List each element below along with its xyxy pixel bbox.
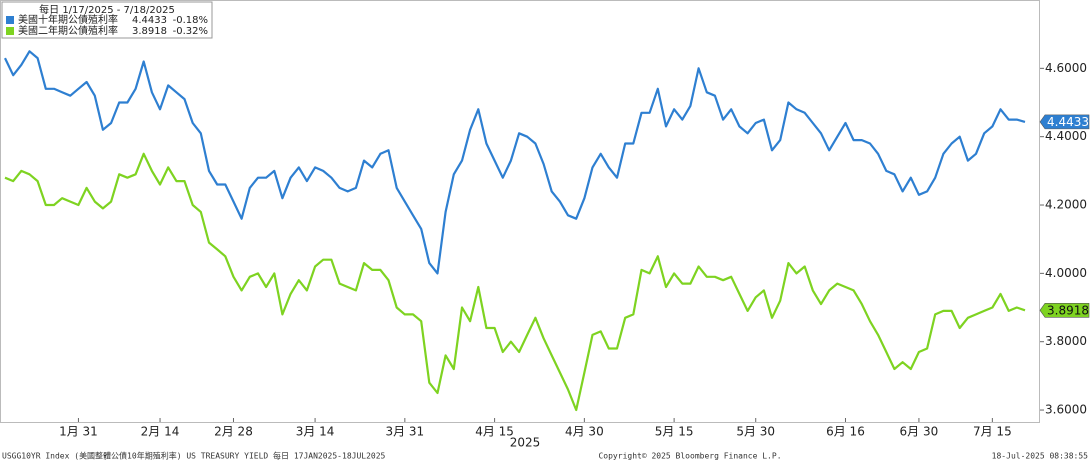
legend-value: 4.4433 (132, 15, 167, 26)
legend-value: 3.8918 (132, 26, 167, 37)
x-tick-label: 4月 15 (475, 425, 514, 439)
x-tick-label: 1月 31 (59, 425, 98, 439)
legend-change: -0.32% (173, 26, 208, 37)
footer-right: 18-Jul-2025 08:38:55 (992, 452, 1089, 461)
x-tick-label: 5月 15 (655, 425, 694, 439)
legend-name: 美國十年期公債殖利率 (18, 13, 118, 26)
legend-name: 美國二年期公債殖利率 (18, 24, 118, 37)
y-tick-label: 4.2000 (1045, 198, 1087, 212)
x-tick-label: 6月 30 (900, 425, 939, 439)
legend-title: 每日 1/17/2025 - 7/18/2025 (39, 3, 175, 16)
legend-swatch (6, 16, 14, 24)
last-value-tag (1039, 114, 1090, 130)
y-tick-label: 3.6000 (1045, 403, 1087, 417)
series-line (4, 50, 1026, 275)
y-tick-label: 4.6000 (1045, 61, 1087, 75)
last-value-tag (1039, 303, 1090, 318)
last-value-label: 4.4433 (1047, 115, 1089, 129)
legend-change: -0.18% (173, 15, 208, 26)
last-value-label: 3.8918 (1047, 303, 1089, 317)
y-tick-label: 3.8000 (1045, 334, 1087, 348)
legend-box (1, 1, 213, 39)
x-tick-label: 2月 14 (141, 425, 180, 439)
x-tick-label: 3月 31 (385, 425, 424, 439)
footer-left: USGG10YR Index (美國整體公債10年期殖利率) US TREASU… (2, 451, 386, 461)
x-tick-label: 6月 16 (826, 425, 865, 439)
x-tick-label: 5月 30 (736, 425, 775, 439)
x-tick-label: 3月 14 (296, 425, 335, 439)
legend-swatch (6, 27, 14, 35)
series-line (4, 152, 1026, 412)
x-axis-label: 2025 (510, 436, 541, 450)
y-tick-label: 4.4000 (1045, 129, 1087, 143)
x-tick-label: 7月 15 (973, 425, 1012, 439)
x-tick-label: 2月 28 (214, 425, 253, 439)
footer-center: Copyright© 2025 Bloomberg Finance L.P. (598, 452, 781, 461)
y-tick-label: 4.0000 (1045, 266, 1087, 280)
x-tick-label: 4月 30 (565, 425, 604, 439)
plot-area (0, 0, 1040, 423)
